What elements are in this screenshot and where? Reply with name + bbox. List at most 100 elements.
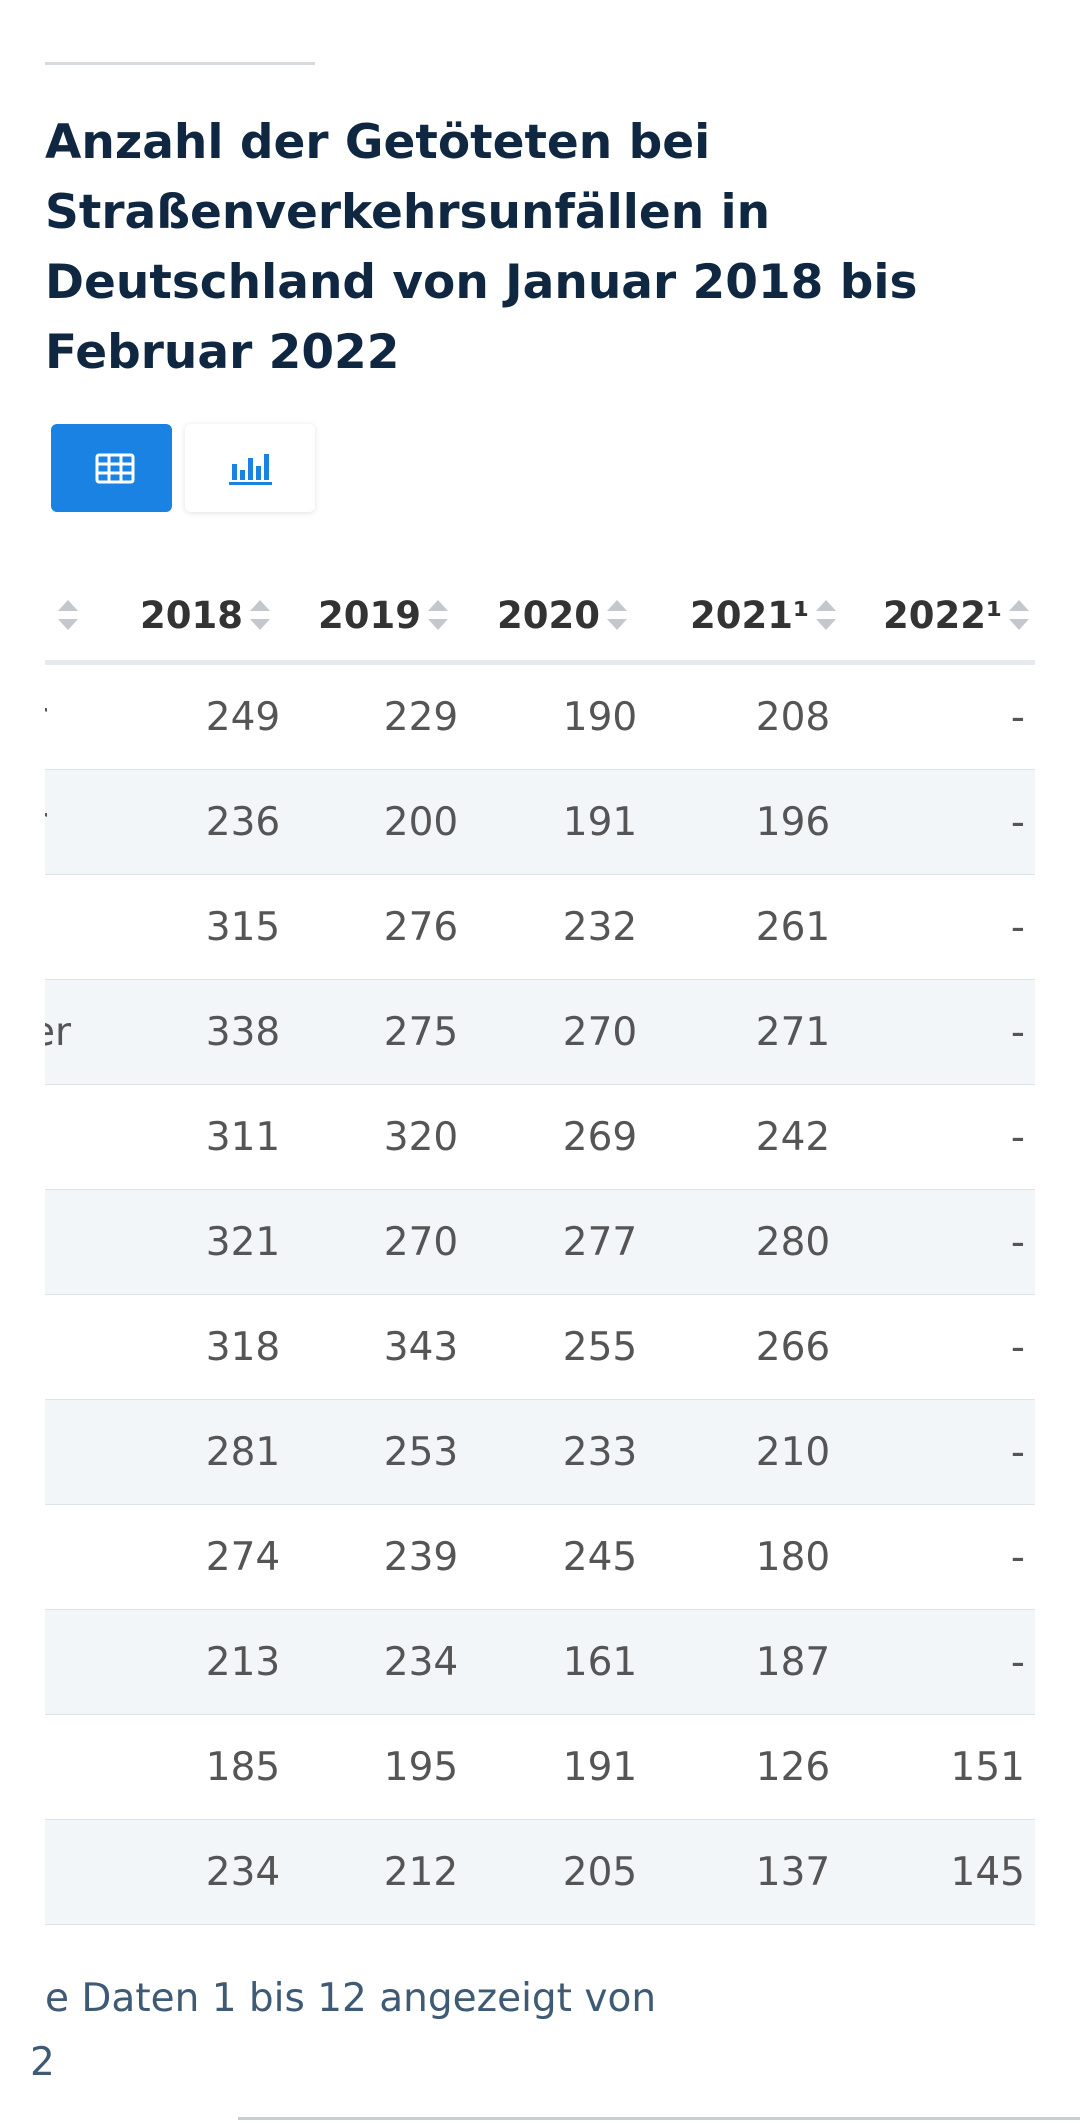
table-cell: 269 xyxy=(562,1114,638,1160)
table-icon xyxy=(95,453,135,484)
table-cell: 151 xyxy=(950,1744,1025,1790)
scrollbar xyxy=(238,2117,1080,2120)
table-row: r 249 229 190 208 - xyxy=(45,665,1035,770)
header-text: 2021¹ xyxy=(690,593,810,637)
table-view-button[interactable] xyxy=(51,424,172,512)
footer-text: 2 xyxy=(30,2040,55,2085)
table-cell: 208 xyxy=(755,694,831,740)
table-row: r 236 200 191 196 - xyxy=(45,770,1035,875)
table-cell: 275 xyxy=(383,1009,459,1055)
table-cell: 318 xyxy=(205,1324,281,1370)
table-row: 213 234 161 187 - xyxy=(45,1610,1035,1715)
header-text: 2022¹ xyxy=(883,593,1003,637)
table-cell: 242 xyxy=(755,1114,831,1160)
table-cell: 249 xyxy=(205,694,281,740)
chart-icon xyxy=(229,454,272,485)
table-cell: 190 xyxy=(562,694,638,740)
table-cell: 239 xyxy=(383,1534,459,1580)
table-cell: 229 xyxy=(383,694,459,740)
table-row: 315 276 232 261 - xyxy=(45,875,1035,980)
table-cell: 321 xyxy=(205,1219,281,1265)
table-cell: 191 xyxy=(562,1744,638,1790)
sort-icon xyxy=(1008,600,1030,630)
column-header[interactable]: 2018 xyxy=(140,570,271,660)
table-cell: 281 xyxy=(205,1429,281,1475)
table-cell: 196 xyxy=(755,799,831,845)
table-cell: 187 xyxy=(755,1639,831,1685)
table-cell: 213 xyxy=(205,1639,281,1685)
table-cell: 195 xyxy=(383,1744,459,1790)
table-cell: 212 xyxy=(383,1849,459,1895)
footer-text: e Daten 1 bis 12 angezeigt von xyxy=(45,1976,657,2021)
table-cell: 210 xyxy=(755,1429,831,1475)
table-cell: 200 xyxy=(383,799,459,845)
table-cell: 205 xyxy=(562,1849,638,1895)
column-header[interactable]: 2021¹ xyxy=(690,570,837,660)
table-row: 311 320 269 242 - xyxy=(45,1085,1035,1190)
table-cell: 311 xyxy=(205,1114,281,1160)
row-label: r xyxy=(45,665,47,769)
table-row: er 338 275 270 271 - xyxy=(45,980,1035,1085)
table-cell: 185 xyxy=(205,1744,281,1790)
table-row: 274 239 245 180 - xyxy=(45,1505,1035,1610)
table-cell: 270 xyxy=(383,1219,459,1265)
table-cell: 137 xyxy=(755,1849,831,1895)
table-cell: 126 xyxy=(755,1744,831,1790)
column-header[interactable]: 2019 xyxy=(318,570,449,660)
table-cell: 161 xyxy=(562,1639,638,1685)
table-row: 234 212 205 137 145 xyxy=(45,1820,1035,1925)
column-header[interactable]: 2020 xyxy=(497,570,628,660)
divider xyxy=(45,62,315,65)
header-text: 2019 xyxy=(318,593,421,637)
table-cell: 280 xyxy=(755,1219,831,1265)
table-cell: 338 xyxy=(205,1009,281,1055)
sort-icon xyxy=(815,600,837,630)
table-cell: - xyxy=(1010,1324,1025,1370)
table-cell: 234 xyxy=(383,1639,459,1685)
table-row: 281 253 233 210 - xyxy=(45,1400,1035,1505)
table-cell: 320 xyxy=(383,1114,459,1160)
table-cell: 180 xyxy=(755,1534,831,1580)
header-text: 2020 xyxy=(497,593,600,637)
table-cell: - xyxy=(1010,1114,1025,1160)
table-cell: - xyxy=(1010,1009,1025,1055)
table-cell: - xyxy=(1010,1219,1025,1265)
table-cell: - xyxy=(1010,1534,1025,1580)
table-cell: 253 xyxy=(383,1429,459,1475)
table-cell: 145 xyxy=(950,1849,1025,1895)
table-cell: - xyxy=(1010,799,1025,845)
table-cell: 232 xyxy=(562,904,638,950)
data-table: 2018 2019 2020 2021¹ 2022¹ r 249 229 190 208 - r 236… xyxy=(45,570,1035,1925)
sort-icon xyxy=(57,600,79,630)
table-cell: 274 xyxy=(205,1534,281,1580)
table-cell: 233 xyxy=(562,1429,638,1475)
chart-view-button[interactable] xyxy=(185,424,315,512)
sort-header[interactable] xyxy=(51,570,79,660)
table-row: 185 195 191 126 151 xyxy=(45,1715,1035,1820)
table-cell: 315 xyxy=(205,904,281,950)
table-cell: 277 xyxy=(562,1219,638,1265)
table-row: 318 343 255 266 - xyxy=(45,1295,1035,1400)
title: Anzahl der Getöteten bei Straßenverkehrs… xyxy=(45,115,918,380)
table-cell: 270 xyxy=(562,1009,638,1055)
table-cell: - xyxy=(1010,1429,1025,1475)
sort-icon xyxy=(427,600,449,630)
table-cell: 276 xyxy=(383,904,459,950)
table-cell: 245 xyxy=(562,1534,638,1580)
table-cell: 271 xyxy=(755,1009,831,1055)
table-cell: 255 xyxy=(562,1324,638,1370)
table-cell: - xyxy=(1010,694,1025,740)
row-label: r xyxy=(45,770,47,874)
table-cell: 343 xyxy=(383,1324,459,1370)
table-cell: 236 xyxy=(205,799,281,845)
sort-icon xyxy=(249,600,271,630)
column-header[interactable]: 2022¹ xyxy=(883,570,1030,660)
row-label: er xyxy=(45,1009,72,1055)
table-cell: 266 xyxy=(755,1324,831,1370)
header-row: 2018 2019 2020 2021¹ 2022¹ xyxy=(45,570,1035,665)
table-cell: - xyxy=(1010,1639,1025,1685)
header-text: 2018 xyxy=(140,593,243,637)
table-cell: 234 xyxy=(205,1849,281,1895)
table-cell: 261 xyxy=(755,904,831,950)
